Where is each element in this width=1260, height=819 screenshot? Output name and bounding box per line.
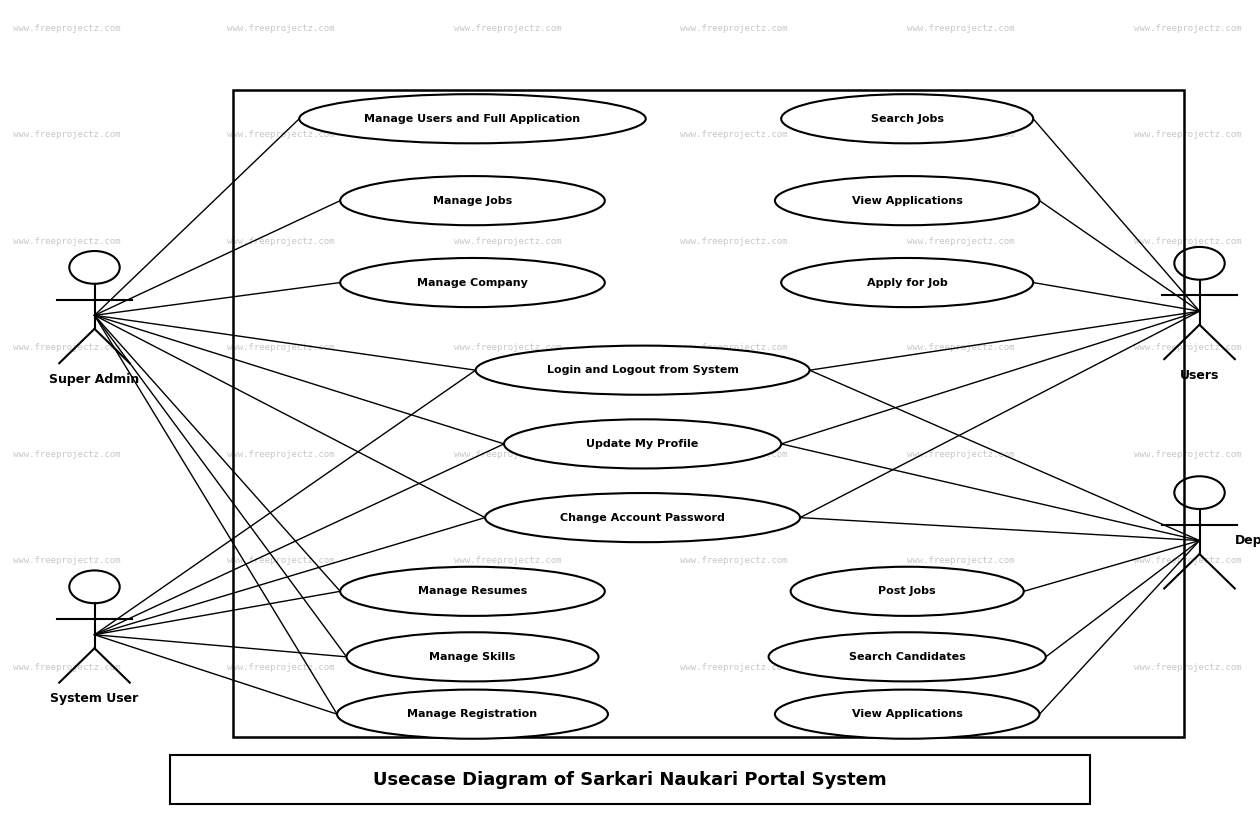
Ellipse shape bbox=[781, 94, 1033, 143]
Text: www.freeprojectz.com: www.freeprojectz.com bbox=[907, 237, 1014, 246]
Text: www.freeprojectz.com: www.freeprojectz.com bbox=[1134, 343, 1241, 352]
Text: View Applications: View Applications bbox=[852, 196, 963, 206]
Ellipse shape bbox=[791, 567, 1023, 616]
Ellipse shape bbox=[504, 419, 781, 468]
Text: www.freeprojectz.com: www.freeprojectz.com bbox=[1134, 663, 1241, 672]
Text: www.freeprojectz.com: www.freeprojectz.com bbox=[1134, 556, 1241, 565]
Text: Login and Logout from System: Login and Logout from System bbox=[547, 365, 738, 375]
Text: www.freeprojectz.com: www.freeprojectz.com bbox=[907, 450, 1014, 459]
Text: www.freeprojectz.com: www.freeprojectz.com bbox=[454, 450, 561, 459]
Text: Search Candidates: Search Candidates bbox=[849, 652, 965, 662]
Text: System User: System User bbox=[50, 693, 139, 705]
Text: www.freeprojectz.com: www.freeprojectz.com bbox=[13, 24, 120, 33]
Text: Usecase Diagram of Sarkari Naukari Portal System: Usecase Diagram of Sarkari Naukari Porta… bbox=[373, 771, 887, 789]
Ellipse shape bbox=[781, 258, 1033, 307]
Ellipse shape bbox=[340, 176, 605, 225]
Text: www.freeprojectz.com: www.freeprojectz.com bbox=[13, 130, 120, 139]
Text: www.freeprojectz.com: www.freeprojectz.com bbox=[13, 237, 120, 246]
Ellipse shape bbox=[300, 94, 645, 143]
Text: www.freeprojectz.com: www.freeprojectz.com bbox=[227, 343, 334, 352]
Text: www.freeprojectz.com: www.freeprojectz.com bbox=[680, 343, 788, 352]
Text: www.freeprojectz.com: www.freeprojectz.com bbox=[907, 556, 1014, 565]
Text: www.freeprojectz.com: www.freeprojectz.com bbox=[13, 343, 120, 352]
Text: View Applications: View Applications bbox=[852, 709, 963, 719]
Text: www.freeprojectz.com: www.freeprojectz.com bbox=[227, 24, 334, 33]
Text: Change Account Password: Change Account Password bbox=[561, 513, 724, 523]
Ellipse shape bbox=[340, 567, 605, 616]
Text: Manage Jobs: Manage Jobs bbox=[433, 196, 512, 206]
Text: www.freeprojectz.com: www.freeprojectz.com bbox=[227, 556, 334, 565]
Ellipse shape bbox=[476, 346, 810, 395]
Ellipse shape bbox=[769, 632, 1046, 681]
Text: www.freeprojectz.com: www.freeprojectz.com bbox=[907, 24, 1014, 33]
Ellipse shape bbox=[338, 690, 609, 739]
Text: www.freeprojectz.com: www.freeprojectz.com bbox=[907, 663, 1014, 672]
Text: Search Jobs: Search Jobs bbox=[871, 114, 944, 124]
Text: www.freeprojectz.com: www.freeprojectz.com bbox=[680, 237, 788, 246]
Text: Apply for Job: Apply for Job bbox=[867, 278, 948, 287]
Text: Department: Department bbox=[1235, 534, 1260, 547]
Text: Manage Registration: Manage Registration bbox=[407, 709, 538, 719]
Text: www.freeprojectz.com: www.freeprojectz.com bbox=[680, 556, 788, 565]
Bar bbox=[170, 755, 1090, 804]
Text: www.freeprojectz.com: www.freeprojectz.com bbox=[454, 343, 561, 352]
Text: www.freeprojectz.com: www.freeprojectz.com bbox=[454, 556, 561, 565]
Text: www.freeprojectz.com: www.freeprojectz.com bbox=[227, 237, 334, 246]
Text: www.freeprojectz.com: www.freeprojectz.com bbox=[13, 556, 120, 565]
Text: www.freeprojectz.com: www.freeprojectz.com bbox=[227, 130, 334, 139]
Text: www.freeprojectz.com: www.freeprojectz.com bbox=[1134, 237, 1241, 246]
Text: www.freeprojectz.com: www.freeprojectz.com bbox=[907, 130, 1014, 139]
Text: Manage Company: Manage Company bbox=[417, 278, 528, 287]
Text: www.freeprojectz.com: www.freeprojectz.com bbox=[13, 450, 120, 459]
Text: www.freeprojectz.com: www.freeprojectz.com bbox=[454, 663, 561, 672]
Text: www.freeprojectz.com: www.freeprojectz.com bbox=[13, 663, 120, 672]
Text: Manage Users and Full Application: Manage Users and Full Application bbox=[364, 114, 581, 124]
Ellipse shape bbox=[346, 632, 598, 681]
Text: Update My Profile: Update My Profile bbox=[586, 439, 699, 449]
Text: Manage Resumes: Manage Resumes bbox=[418, 586, 527, 596]
Text: www.freeprojectz.com: www.freeprojectz.com bbox=[1134, 450, 1241, 459]
Text: www.freeprojectz.com: www.freeprojectz.com bbox=[454, 24, 561, 33]
Text: www.freeprojectz.com: www.freeprojectz.com bbox=[680, 450, 788, 459]
Text: Users: Users bbox=[1179, 369, 1220, 382]
Text: www.freeprojectz.com: www.freeprojectz.com bbox=[907, 343, 1014, 352]
Text: www.freeprojectz.com: www.freeprojectz.com bbox=[680, 130, 788, 139]
Text: Super Admin: Super Admin bbox=[49, 373, 140, 386]
Ellipse shape bbox=[340, 258, 605, 307]
Text: www.freeprojectz.com: www.freeprojectz.com bbox=[680, 24, 788, 33]
Text: www.freeprojectz.com: www.freeprojectz.com bbox=[1134, 24, 1241, 33]
Text: www.freeprojectz.com: www.freeprojectz.com bbox=[680, 663, 788, 672]
Ellipse shape bbox=[485, 493, 800, 542]
Text: www.freeprojectz.com: www.freeprojectz.com bbox=[1134, 130, 1241, 139]
Text: www.freeprojectz.com: www.freeprojectz.com bbox=[227, 450, 334, 459]
Text: www.freeprojectz.com: www.freeprojectz.com bbox=[227, 663, 334, 672]
Bar bbox=[233, 90, 1184, 737]
Text: www.freeprojectz.com: www.freeprojectz.com bbox=[454, 237, 561, 246]
Text: www.freeprojectz.com: www.freeprojectz.com bbox=[454, 130, 561, 139]
Text: Post Jobs: Post Jobs bbox=[878, 586, 936, 596]
Text: Manage Skills: Manage Skills bbox=[430, 652, 515, 662]
Ellipse shape bbox=[775, 690, 1040, 739]
Ellipse shape bbox=[775, 176, 1040, 225]
